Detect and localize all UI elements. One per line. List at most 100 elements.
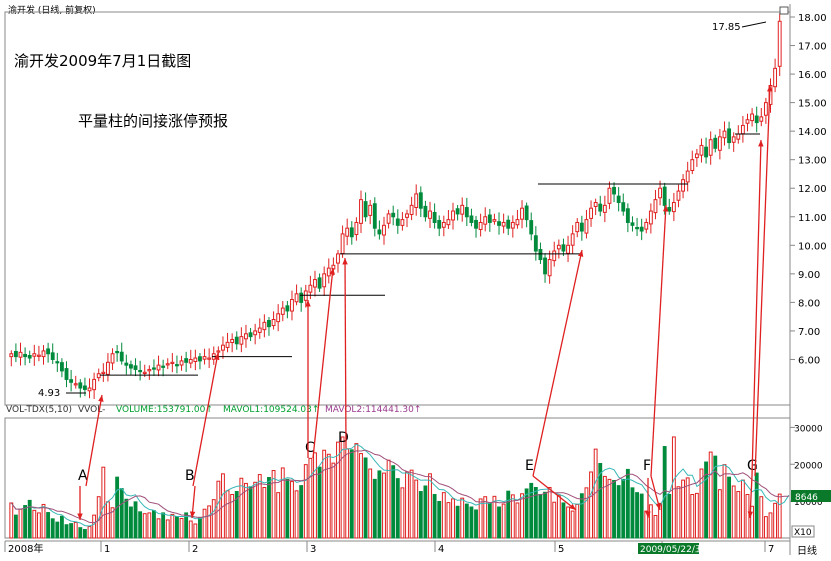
volume-bar bbox=[368, 468, 373, 539]
volume-badge-value: 8646 bbox=[795, 493, 818, 503]
candle-body bbox=[418, 192, 423, 209]
volume-bar bbox=[538, 493, 543, 539]
candle-body bbox=[575, 221, 580, 233]
candle-body bbox=[483, 216, 488, 225]
period-label[interactable]: 日线 bbox=[797, 546, 817, 557]
volume-bar bbox=[32, 509, 37, 539]
volume-bar bbox=[653, 515, 658, 539]
selected-date-label: 2009/05/22/五 bbox=[640, 545, 704, 555]
volume-bar bbox=[18, 508, 23, 539]
arrow-head bbox=[747, 511, 754, 518]
volume-bar bbox=[681, 479, 686, 539]
price-tick-label: 14.00 bbox=[798, 127, 827, 138]
candle-body bbox=[538, 249, 543, 261]
arrow-head bbox=[662, 205, 669, 212]
candle-body bbox=[460, 204, 465, 215]
volume-bar bbox=[92, 514, 97, 539]
candle-body bbox=[308, 284, 313, 293]
candle-body bbox=[257, 327, 262, 333]
candle-body bbox=[400, 219, 405, 226]
marker-label-D: D bbox=[338, 430, 349, 446]
candle-body bbox=[625, 208, 630, 223]
price-tick-label: 18.00 bbox=[798, 13, 827, 24]
candle-body bbox=[547, 259, 552, 277]
price-tick-label: 8.00 bbox=[798, 298, 820, 309]
volume-bar bbox=[294, 490, 299, 539]
candle-body bbox=[745, 119, 750, 124]
volume-bar bbox=[547, 486, 552, 539]
volume-bar bbox=[13, 514, 18, 539]
candle-body bbox=[82, 385, 87, 390]
volume-bar bbox=[299, 485, 304, 539]
volume-bar bbox=[188, 520, 193, 539]
volume-bar bbox=[262, 486, 267, 539]
candle-body bbox=[763, 102, 768, 116]
candle-body bbox=[64, 368, 69, 380]
volume-bar bbox=[409, 469, 414, 539]
price-tick-label: 9.00 bbox=[798, 270, 820, 281]
candle-body bbox=[584, 219, 589, 234]
candle-body bbox=[354, 221, 359, 236]
volume-bar bbox=[478, 498, 483, 539]
volume-bar bbox=[152, 510, 156, 539]
volume-bar bbox=[451, 498, 455, 539]
candle-body bbox=[722, 130, 727, 139]
candle-body bbox=[129, 364, 133, 369]
volume-tick-label: 10000 bbox=[794, 498, 823, 508]
volume-bar bbox=[9, 502, 14, 539]
volume-bar bbox=[165, 519, 170, 539]
candle-body bbox=[179, 360, 184, 366]
candle-body bbox=[267, 320, 271, 328]
candle-body bbox=[428, 210, 432, 219]
candle-body bbox=[644, 221, 649, 230]
volume-bar bbox=[124, 498, 129, 539]
candle-body bbox=[96, 373, 101, 379]
volume-indicator-name[interactable]: VOL-TDX(5,10) bbox=[6, 405, 73, 415]
candle-body bbox=[607, 187, 612, 204]
candle-body bbox=[446, 219, 451, 226]
candle-body bbox=[708, 139, 713, 156]
candle-body bbox=[437, 220, 442, 229]
volume-bar bbox=[27, 499, 32, 539]
volume-bar bbox=[349, 449, 354, 539]
price-tick-label: 17.00 bbox=[798, 42, 827, 53]
arrow-head bbox=[214, 353, 220, 360]
candle-body bbox=[593, 202, 598, 207]
candle-body bbox=[142, 371, 147, 375]
candle-body bbox=[395, 218, 400, 226]
volume-bar bbox=[382, 472, 386, 539]
volume-bar bbox=[639, 493, 644, 539]
candle-body bbox=[639, 226, 644, 232]
volume-bar bbox=[322, 449, 327, 539]
arrow-head bbox=[329, 268, 336, 275]
volume-bar bbox=[405, 471, 409, 539]
volume-bar bbox=[487, 502, 492, 539]
volume-bar bbox=[129, 506, 133, 539]
volume-bar bbox=[41, 503, 46, 539]
volume-bar bbox=[428, 473, 432, 539]
annotation-arrow bbox=[532, 475, 577, 511]
candle-body bbox=[253, 330, 258, 336]
volume-bar bbox=[552, 501, 557, 539]
volume-bar bbox=[225, 490, 230, 539]
candle-body bbox=[667, 206, 672, 212]
candle-body bbox=[598, 203, 603, 212]
annotation-caption: 平量柱的间接涨停预报 bbox=[78, 112, 229, 130]
candle-body bbox=[740, 124, 745, 135]
candle-body bbox=[377, 229, 382, 235]
price-tick-label: 15.00 bbox=[798, 99, 827, 110]
window-title: 渝开发 (日线, 前复权) bbox=[8, 6, 96, 16]
volume-bar bbox=[699, 468, 704, 539]
volume-bar bbox=[317, 466, 322, 539]
volume-bar bbox=[253, 481, 258, 539]
candle-body bbox=[193, 357, 198, 363]
arrow-head bbox=[77, 513, 83, 520]
candle-body bbox=[501, 221, 506, 227]
candle-body bbox=[198, 356, 202, 362]
candle-body bbox=[285, 305, 290, 312]
candle-body bbox=[184, 358, 189, 363]
date-tick-label: 3 bbox=[310, 544, 316, 555]
volume-bar bbox=[184, 512, 189, 539]
